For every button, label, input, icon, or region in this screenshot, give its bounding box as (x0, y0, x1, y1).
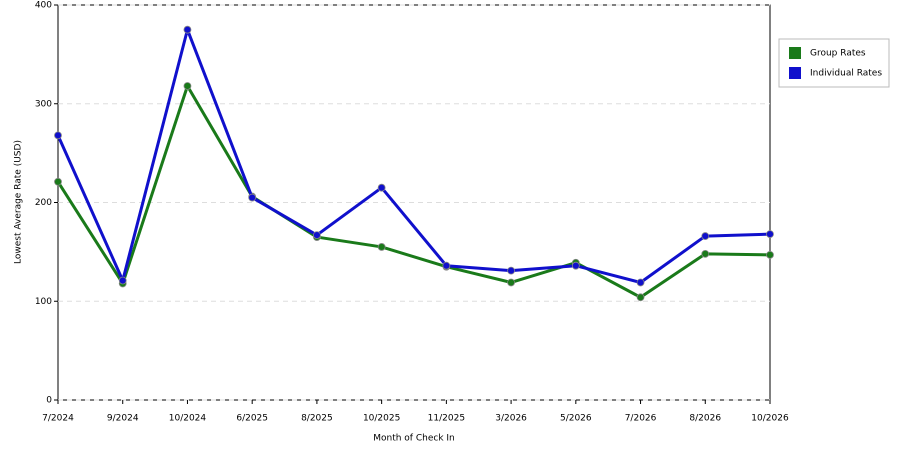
data-point (118, 276, 127, 285)
series-line (56, 28, 771, 284)
x-tick-label: 11/2025 (428, 414, 465, 424)
data-point (701, 249, 710, 258)
x-tick-label: 8/2025 (301, 414, 333, 424)
data-point (636, 278, 645, 287)
x-tick-label: 7/2026 (625, 414, 657, 424)
data-point (766, 230, 774, 239)
y-tick-label: 100 (35, 297, 52, 307)
legend-swatch (789, 47, 801, 59)
x-tick-label: 8/2026 (689, 414, 721, 424)
data-point (507, 266, 515, 275)
data-point (636, 293, 645, 302)
x-tick-label: 5/2026 (560, 414, 592, 424)
y-axis-label: Lowest Average Rate (USD) (14, 140, 24, 264)
x-tick-label: 10/2024 (169, 414, 207, 424)
legend-label: Individual Rates (810, 69, 882, 79)
x-tick-label: 6/2025 (236, 414, 268, 424)
data-point (442, 261, 451, 270)
y-tick-label: 300 (35, 99, 52, 109)
y-tick-label: 200 (35, 198, 52, 208)
legend-label: Group Rates (810, 49, 866, 59)
data-point (701, 232, 710, 240)
y-tick-label: 0 (46, 396, 52, 406)
data-point (183, 25, 192, 34)
x-tick-label: 7/2024 (42, 414, 74, 424)
data-point (313, 231, 321, 239)
data-point (766, 250, 774, 259)
series-line (56, 84, 771, 299)
x-axis-label: Month of Check In (373, 434, 455, 444)
legend-box (778, 38, 890, 88)
y-tick-label: 400 (35, 1, 52, 11)
x-tick-label: 9/2024 (107, 414, 139, 424)
x-tick-label: 10/2025 (363, 414, 400, 424)
data-point (377, 243, 386, 251)
legend-swatch (789, 67, 801, 79)
data-point (183, 82, 192, 90)
x-tick-label: 10/2026 (751, 414, 789, 424)
data-point (248, 193, 257, 202)
data-point (54, 177, 62, 186)
data-point (571, 261, 580, 270)
data-point (54, 131, 62, 140)
x-tick-label: 3/2026 (495, 414, 527, 424)
data-point (377, 183, 386, 192)
data-point (507, 278, 515, 287)
